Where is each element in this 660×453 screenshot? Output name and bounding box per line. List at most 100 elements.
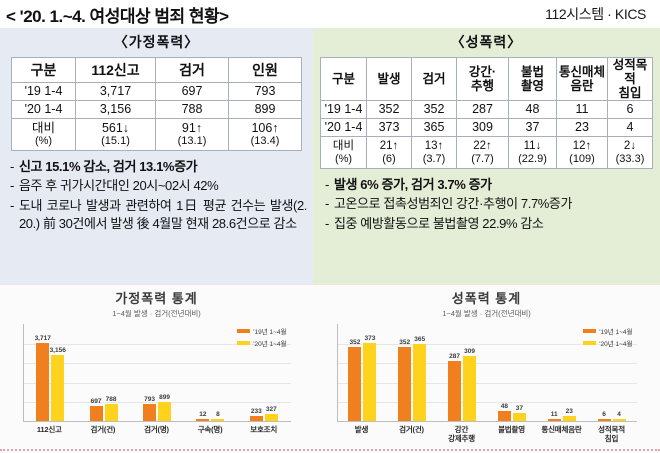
legend-swatch-icon xyxy=(237,341,251,345)
chart-bar: 697 xyxy=(89,398,103,421)
table-cell: 23 xyxy=(556,118,608,137)
chart-bar-value-label: 287 xyxy=(449,352,460,360)
chart-bar: 233 xyxy=(249,408,263,421)
column-header: 구분 xyxy=(320,57,367,101)
table-row: '20 1-4 373 365 309 37 23 4 xyxy=(320,118,653,137)
chart-x-label: 불법촬영 xyxy=(498,425,525,434)
legend-swatch-icon xyxy=(583,341,597,345)
chart-bar: 309 xyxy=(463,348,477,421)
column-header-line2: 음란 xyxy=(570,79,594,93)
column-header-line2: 촬영 xyxy=(520,79,544,93)
column-header-line1: 통신매체 xyxy=(558,65,605,79)
comparison-percent: (6) xyxy=(382,152,396,165)
row-label: '20 1-4 xyxy=(11,100,76,119)
legend-item: '19년 1~4월 xyxy=(583,326,633,336)
table-cell: 3,156 xyxy=(75,100,156,119)
chart-x-label: 구속(명) xyxy=(197,425,223,434)
legend-label: '19년 1~4월 xyxy=(599,329,633,336)
column-header: 강간· 추행 xyxy=(456,57,509,101)
column-header-line1: 검거 xyxy=(422,72,446,86)
table-cell-comparison: 13↑ (3.7) xyxy=(411,136,457,169)
data-source-label: 112시스템 · KICS xyxy=(545,6,646,22)
column-header-line1: 발생 xyxy=(377,72,401,86)
legend-label: '20년 1~4월 xyxy=(599,341,633,348)
chart-bar-value-label: 352 xyxy=(349,339,361,347)
row-label-comparison: 대비 (%) xyxy=(11,118,76,151)
chart-bar: 788 xyxy=(104,396,118,421)
chart-bar-value-label: 11 xyxy=(550,410,558,418)
comparison-label: 대비 xyxy=(31,121,55,136)
bullet-dash: - xyxy=(325,215,329,231)
table-row: '19 1-4 3,717 697 793 xyxy=(11,82,302,101)
table-cell: 352 xyxy=(366,100,412,119)
chart-bar: 6 xyxy=(597,411,611,421)
comparison-delta: 13↑ xyxy=(424,139,444,152)
table-sexual-violence: 구분 발생 검거 강간· 추행 불법 촬영 xyxy=(320,57,653,169)
chart-bar-group: 11 23 xyxy=(537,324,587,421)
bullet-text: 도내 코로나 발생과 관련하여 1日 평균 건수는 발생(2. 20.) 前 3… xyxy=(18,197,307,232)
chart-x-label: 검거(건) xyxy=(399,425,424,434)
table-header-row: 구분 112신고 검거 인원 xyxy=(11,57,302,83)
chart-bar-group: 233 327 xyxy=(237,324,290,421)
legend-item: '20년 1~4월 xyxy=(583,338,633,348)
column-header: 불법 촬영 xyxy=(508,57,557,101)
bullet-dash: - xyxy=(10,178,14,194)
bullet-text: 고온으로 접촉성범죄인 강간·추행이 7.7%증가 xyxy=(333,196,573,212)
table-cell-comparison: 11↓ (22.9) xyxy=(508,136,557,169)
comparison-delta: 561↓ xyxy=(101,121,130,136)
bullet-dash: - xyxy=(325,177,329,192)
table-cell-comparison: 21↑ (6) xyxy=(366,136,412,169)
column-header: 성적목적 침입 xyxy=(607,57,653,101)
column-header: 112신고 xyxy=(75,57,156,83)
chart-bar: 352 xyxy=(348,339,362,421)
table-cell-comparison: 12↑ (109) xyxy=(556,136,608,169)
comparison-percent: (33.3) xyxy=(615,152,645,165)
chart-bar-value-label: 4 xyxy=(617,411,621,418)
chart-bar-value-label: 3,156 xyxy=(49,346,66,354)
table-cell: 37 xyxy=(508,118,557,137)
table-cell-comparison: 22↑ (7.7) xyxy=(456,136,509,169)
chart-x-label: 112신고 xyxy=(36,425,62,434)
column-header: 구분 xyxy=(11,57,76,83)
comparison-delta: 22↑ xyxy=(473,139,492,152)
chart-bar-groups: 352 373 352 365 287 309 48 37 11 23 6 4 xyxy=(338,324,637,421)
header: < '20. 1.~4. 여성대상 범죄 현황> 112시스템 · KICS xyxy=(0,0,660,28)
chart-gridline xyxy=(23,402,291,404)
chart-title: 가정폭력 통계 xyxy=(115,291,198,306)
chart-bar: 23 xyxy=(562,408,576,421)
table-cell-comparison: 561↓ (15.1) xyxy=(75,118,156,151)
comparison-label: 대비 xyxy=(332,139,355,152)
chart-x-label: 검거(건) xyxy=(90,425,116,434)
chart-bar-group: 287 309 xyxy=(437,324,487,421)
bullet-dash: - xyxy=(325,196,329,212)
table-cell: 287 xyxy=(456,100,509,119)
column-header-line1: 구분 xyxy=(331,72,355,86)
bullet-list-domestic-violence: - 신고 15.1% 감소, 검거 13.1%증가 - 음주 후 귀가시간대인 … xyxy=(0,158,313,234)
chart-bar: 11 xyxy=(547,411,561,421)
table-cell: 309 xyxy=(456,118,509,137)
table-cell-comparison: 106↑ (13.4) xyxy=(228,118,302,151)
legend-label: '20년 1~4월 xyxy=(253,341,287,348)
chart-bar-value-label: 697 xyxy=(90,398,102,406)
chart-x-label: 보호조치 xyxy=(250,425,278,434)
chart-subtitle: 1~4월 발생 · 검거(전년대비) xyxy=(442,309,531,318)
column-header-line1: 강간· xyxy=(468,65,497,79)
row-label: '19 1-4 xyxy=(11,82,76,101)
column-header-line2: 침입 xyxy=(618,86,642,100)
chart-bar-value-label: 23 xyxy=(565,408,573,416)
table-cell: 48 xyxy=(508,100,557,119)
chart-domestic-violence: 가정폭력 통계 1~4월 발생 · 검거(전년대비) '19년 1~4월 '20년… xyxy=(0,285,313,453)
column-header: 검거 xyxy=(155,57,229,83)
comparison-delta: 2↓ xyxy=(623,139,637,152)
chart-bar: 12 xyxy=(196,411,210,421)
table-row: '20 1-4 3,156 788 899 xyxy=(11,100,302,119)
bullet-text: 집중 예방활동으로 불법촬영 22.9% 감소 xyxy=(333,215,544,231)
bullet-text: 음주 후 귀가시간대인 20시~02시 42% xyxy=(18,178,219,194)
chart-bar: 8 xyxy=(211,411,225,421)
chart-gridline xyxy=(337,363,637,365)
chart-bar-group: 793 899 xyxy=(130,324,183,421)
table-cell: 365 xyxy=(411,118,457,137)
row-label: '20 1-4 xyxy=(320,118,367,137)
chart-bar: 37 xyxy=(512,405,526,421)
